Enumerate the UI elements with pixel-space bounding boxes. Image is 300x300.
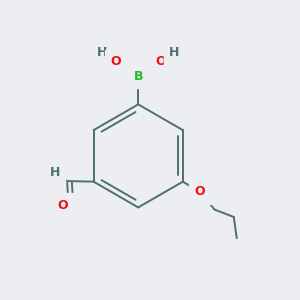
Text: O: O bbox=[111, 55, 122, 68]
Text: H: H bbox=[97, 46, 107, 59]
Text: B: B bbox=[134, 70, 143, 83]
Text: O: O bbox=[195, 185, 205, 199]
Text: O: O bbox=[155, 55, 166, 68]
Text: H: H bbox=[169, 46, 180, 59]
Text: O: O bbox=[57, 199, 68, 212]
Text: H: H bbox=[50, 166, 60, 179]
